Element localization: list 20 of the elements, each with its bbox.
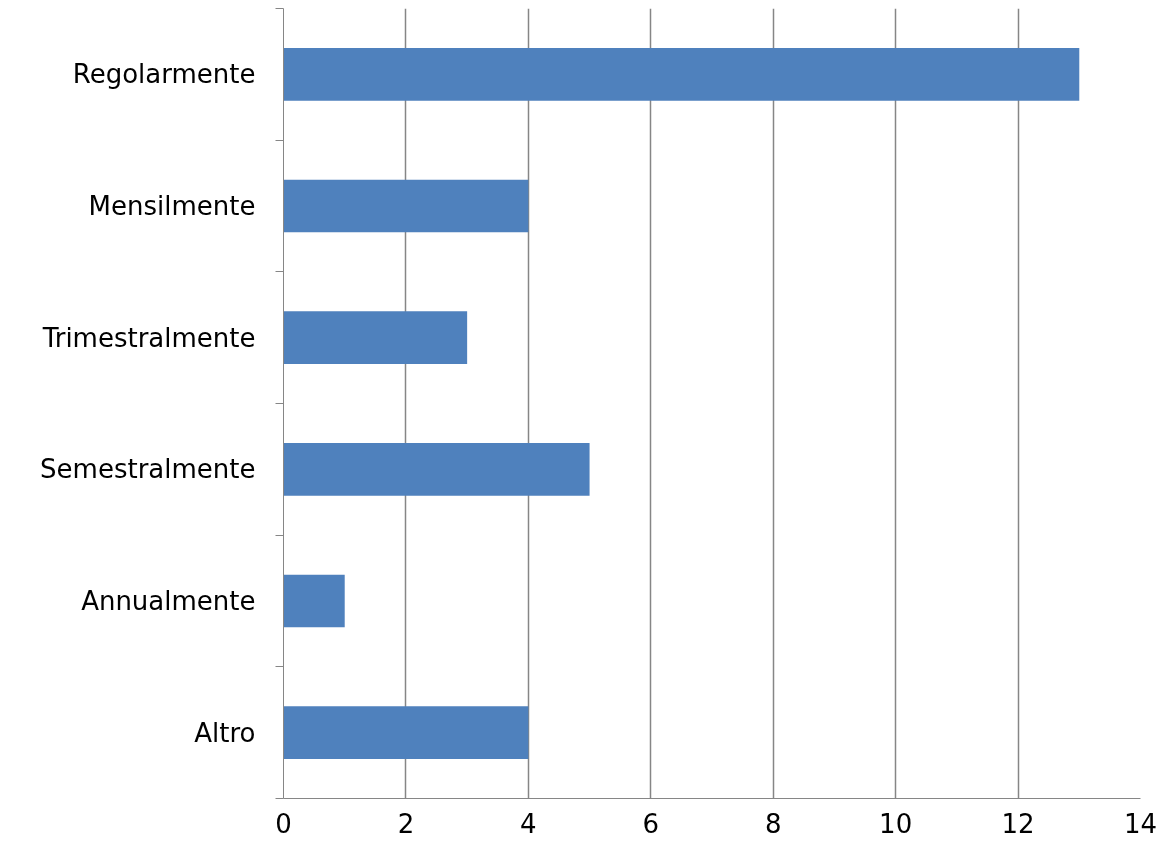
bar xyxy=(283,48,1080,101)
y-tick-label: Annualmente xyxy=(81,586,256,616)
x-tick-label: 12 xyxy=(1001,808,1035,839)
bar xyxy=(283,311,468,364)
y-tick-label: Altro xyxy=(194,717,256,748)
y-tick-label: Regolarmente xyxy=(72,59,256,90)
bar xyxy=(283,443,590,496)
x-tick-label: 2 xyxy=(397,808,415,839)
x-tick-label: 0 xyxy=(275,808,292,839)
bar xyxy=(283,574,345,628)
x-tick-label: 8 xyxy=(764,808,782,839)
y-tick-label: Semestralmente xyxy=(40,454,256,485)
y-tick-label: Trimestralmente xyxy=(41,322,256,353)
x-tick-label: 10 xyxy=(879,808,913,839)
bar xyxy=(283,706,529,759)
x-tick-label: 6 xyxy=(642,808,660,839)
x-tick-label: 14 xyxy=(1123,808,1158,839)
bar xyxy=(283,179,529,233)
y-tick-label: Mensilmente xyxy=(88,191,256,221)
x-tick-label: 4 xyxy=(520,808,537,839)
